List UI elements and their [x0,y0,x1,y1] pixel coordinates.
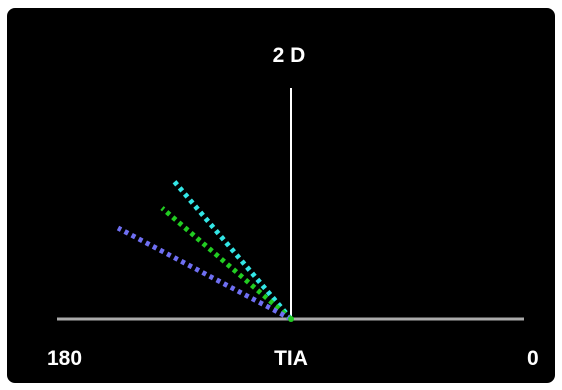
origin-point [288,316,294,322]
ray-violet [116,225,293,322]
angle-label-0: 0 [527,347,539,370]
view-title: 2 D [272,44,306,67]
center-label: TIA [274,347,308,370]
angle-label-180: 180 [47,347,83,370]
ray-cyan [171,178,293,321]
tia-2d-panel: 2 D 180 TIA 0 [7,8,555,383]
angle-plot [57,88,524,322]
